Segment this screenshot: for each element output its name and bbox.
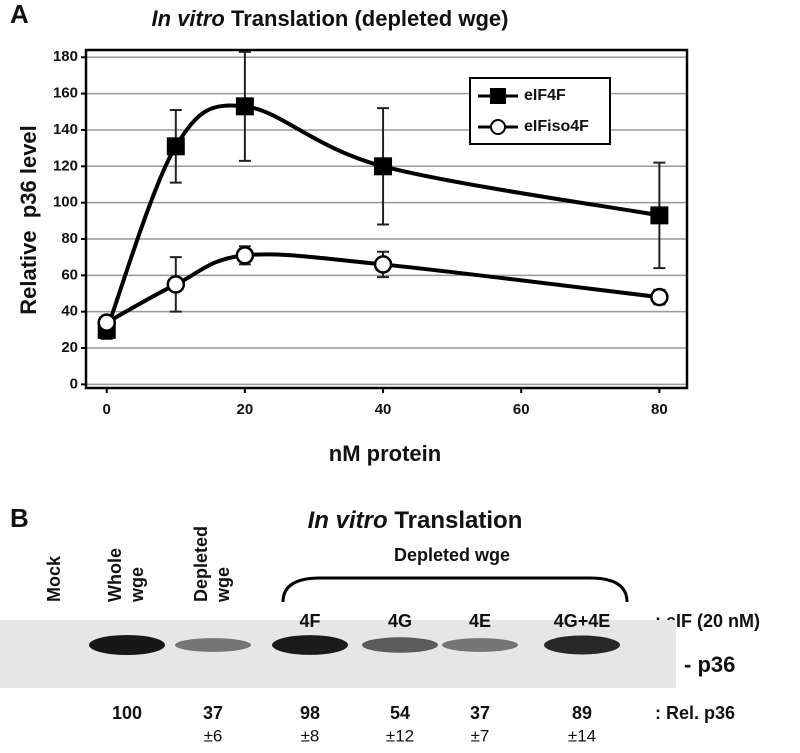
y-tick-label: 20	[61, 339, 78, 356]
panel-label: A	[10, 0, 29, 29]
x-tick-label: 60	[513, 401, 530, 418]
y-tick-label: 160	[53, 85, 78, 102]
title-italic: In vitro	[152, 6, 225, 31]
marker	[373, 255, 393, 274]
x-tick-label: 20	[237, 401, 254, 418]
lane-label: Whole	[105, 548, 125, 602]
group-bracket	[281, 576, 629, 603]
y-tick-label: 140	[53, 121, 78, 138]
error-label: ±12	[386, 726, 414, 745]
x-axis-label: nM protein	[329, 441, 441, 466]
error-label: ±8	[301, 726, 320, 745]
plot-frame	[84, 48, 689, 390]
lane-label: 4G+4E	[554, 611, 611, 631]
lane-label: 4F	[299, 611, 320, 631]
lane-note: : eIF (20 nM)	[655, 611, 760, 631]
value-label: 37	[470, 703, 490, 723]
marker	[374, 157, 393, 176]
lane-label: Depleted	[191, 526, 211, 602]
gel-band	[175, 638, 251, 652]
gel-band	[272, 635, 348, 655]
y-tick-label: 40	[61, 303, 78, 320]
group-label: Depleted wge	[394, 545, 510, 565]
gel-title: In vitro Translation	[308, 507, 523, 534]
value-label: 54	[390, 703, 410, 723]
error-label: ±7	[471, 726, 490, 745]
x-tick-label: 80	[651, 401, 668, 418]
title-rest: Translation (depleted wge)	[225, 6, 509, 31]
title-italic: In vitro	[308, 507, 388, 534]
legend-label: eIFiso4F	[524, 118, 589, 135]
y-tick-label: 120	[53, 157, 78, 174]
y-tick-label: 60	[61, 266, 78, 283]
y-axis-label: Relative p36 level	[16, 125, 41, 315]
gel-band	[544, 635, 620, 655]
legend-label: eIF4F	[524, 87, 566, 104]
lane-label: wge	[127, 567, 147, 603]
lane-label: 4G	[388, 611, 412, 631]
marker	[235, 246, 255, 265]
gel-band	[89, 635, 165, 655]
marker	[166, 137, 185, 156]
title-rest: Translation	[388, 507, 523, 534]
marker	[97, 313, 116, 332]
value-note: : Rel. p36	[655, 703, 735, 723]
y-tick-label: 80	[61, 230, 78, 247]
x-tick-label: 40	[375, 401, 392, 418]
marker	[650, 206, 669, 225]
y-tick-label: 0	[70, 375, 78, 392]
series-line	[104, 103, 660, 331]
error-label: ±14	[568, 726, 596, 745]
value-label: 37	[203, 703, 223, 723]
value-label: 89	[572, 703, 592, 723]
y-tick-label: 180	[53, 48, 78, 65]
band-label: - p36	[684, 652, 735, 677]
y-tick-label: 100	[53, 194, 78, 211]
error-label: ±6	[204, 726, 223, 745]
panel-label: B	[10, 503, 29, 533]
marker	[235, 97, 254, 116]
chart-title: In vitro Translation (depleted wge)	[152, 6, 509, 31]
x-tick-label: 0	[103, 401, 111, 418]
marker	[166, 275, 186, 294]
value-label: 100	[112, 703, 142, 723]
lane-label: wge	[213, 567, 233, 603]
value-label: 98	[300, 703, 320, 723]
lane-label: Mock	[44, 555, 64, 602]
lane-label: 4E	[469, 611, 491, 631]
gel-band	[442, 638, 518, 652]
marker	[650, 287, 669, 307]
legend-marker	[490, 119, 506, 135]
gel-band	[362, 637, 438, 653]
legend-marker	[490, 88, 506, 104]
